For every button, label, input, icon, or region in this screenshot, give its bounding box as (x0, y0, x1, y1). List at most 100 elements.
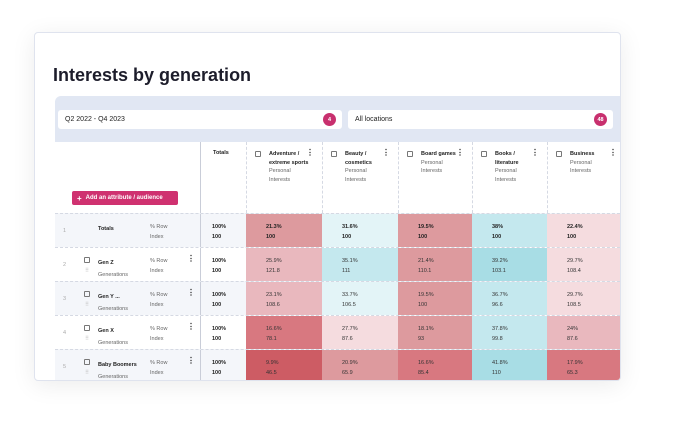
data-cell[interactable]: 16.6% 85.4 (398, 350, 472, 380)
data-cell[interactable]: 33.7% 106.5 (322, 282, 398, 315)
row-name: Gen X (98, 328, 114, 334)
drag-handle-icon[interactable]: ⠿ (85, 336, 90, 342)
column-checkbox[interactable] (255, 151, 261, 157)
metric-row-label: % Row (150, 292, 168, 298)
data-cell[interactable]: 27.7% 87.6 (322, 316, 398, 349)
column-checkbox[interactable] (331, 151, 337, 157)
column-name: Books / (495, 151, 515, 157)
row-percent: 9.9% (266, 360, 279, 366)
index-value: 85.4 (418, 370, 429, 376)
data-cell[interactable]: 21.4% 110.1 (398, 248, 472, 281)
column-checkbox[interactable] (556, 151, 562, 157)
more-options-icon[interactable]: ⋮ (187, 288, 195, 297)
row-percent: 39.2% (492, 258, 508, 264)
index-value: 65.3 (567, 370, 578, 376)
drag-handle-icon[interactable]: ⠿ (85, 268, 90, 274)
divider (200, 350, 201, 380)
table-row: 5 ⠿ ⋮ Baby Boomers Generations % Row Index … (55, 349, 620, 380)
more-options-icon[interactable]: ⋮ (187, 254, 195, 263)
data-cell[interactable]: 18.1% 93 (398, 316, 472, 349)
metric-row-label: % Row (150, 360, 168, 366)
data-cell[interactable]: 29.7% 108.5 (547, 282, 620, 315)
data-cell[interactable]: 16.6% 78.1 (246, 316, 322, 349)
more-options-icon[interactable]: ⋮ (531, 148, 539, 157)
data-cell[interactable]: 41.8% 110 (472, 350, 547, 380)
column-name-line2: literature (495, 159, 519, 166)
row-checkbox[interactable] (84, 291, 90, 297)
column-name-line2: cosmetics (345, 159, 372, 166)
metric-index-label: Index (150, 370, 164, 376)
date-filter[interactable]: Q2 2022 - Q4 2023 4 (58, 110, 342, 129)
row-percent: 36.7% (492, 292, 508, 298)
index-value: 96.6 (492, 302, 503, 308)
data-cell[interactable]: 22.4% 100 (547, 214, 620, 247)
row-percent: 31.6% (342, 224, 358, 230)
index-value: 65.9 (342, 370, 353, 376)
drag-handle-icon[interactable]: ⠿ (85, 302, 90, 308)
column-header: ⋮ Beauty / cosmetics Personal Interests (322, 142, 398, 213)
row-checkbox[interactable] (84, 325, 90, 331)
totals-cell: 100% 100 (212, 224, 227, 240)
row-category: Generations (98, 306, 128, 312)
index-value: 99.8 (492, 336, 503, 342)
column-checkbox[interactable] (407, 151, 413, 157)
data-cell[interactable]: 25.9% 121.8 (246, 248, 322, 281)
data-cell[interactable]: 35.1% 111 (322, 248, 398, 281)
row-checkbox[interactable] (84, 257, 90, 263)
totals-header: Totals (200, 142, 246, 213)
totals-cell: 100% 100 (212, 360, 227, 376)
row-percent: 19.5% (418, 292, 434, 298)
data-cell[interactable]: 39.2% 103.1 (472, 248, 547, 281)
divider (200, 248, 201, 281)
data-cell[interactable]: 29.7% 108.4 (547, 248, 620, 281)
data-cell[interactable]: 20.9% 65.9 (322, 350, 398, 380)
more-options-icon[interactable]: ⋮ (187, 322, 195, 331)
metric-index-label: Index (150, 268, 164, 274)
data-cell[interactable]: 37.8% 99.8 (472, 316, 547, 349)
column-category: Personal (421, 159, 443, 166)
row-number: 1 (63, 228, 67, 234)
data-cell[interactable]: 38% 100 (472, 214, 547, 247)
row-name: Totals (98, 226, 114, 232)
row-checkbox[interactable] (84, 359, 90, 365)
column-checkbox[interactable] (481, 151, 487, 157)
index-value: 110.1 (418, 268, 432, 274)
data-cell[interactable]: 21.3% 100 (246, 214, 322, 247)
totals-cell: 100% 100 (212, 258, 227, 274)
data-cell[interactable]: 36.7% 96.6 (472, 282, 547, 315)
row-percent: 24% (567, 326, 579, 332)
data-cell[interactable]: 23.1% 108.6 (246, 282, 322, 315)
add-attribute-button[interactable]: + Add an attribute / audience (72, 191, 178, 205)
data-cell[interactable]: 24% 87.6 (547, 316, 620, 349)
data-cell[interactable]: 19.5% 100 (398, 282, 472, 315)
table-row: 4 ⠿ ⋮ Gen X Generations % Row Index 100% 100… (55, 315, 620, 349)
more-options-icon[interactable]: ⋮ (382, 148, 390, 157)
more-options-icon[interactable]: ⋮ (187, 356, 195, 365)
location-filter[interactable]: All locations 48 (348, 110, 613, 129)
row-name: Baby Boomers (98, 362, 137, 368)
data-cell[interactable]: 31.6% 100 (322, 214, 398, 247)
index-value: 100 (492, 234, 502, 240)
data-cell[interactable]: 9.9% 46.5 (246, 350, 322, 380)
row-percent: 16.6% (266, 326, 282, 332)
data-cell[interactable]: 19.5% 100 (398, 214, 472, 247)
row-percent: 21.4% (418, 258, 434, 264)
row-percent: 29.7% (567, 258, 583, 264)
index-value: 100 (342, 234, 352, 240)
more-options-icon[interactable]: ⋮ (456, 148, 464, 157)
row-header-corner: + Add an attribute / audience (55, 142, 200, 213)
crosstab-grid: + Add an attribute / audience Totals ⋮ Ad… (55, 142, 620, 380)
totals-cell: 100% 100 (212, 326, 227, 342)
row-name: Gen Y ... (98, 294, 120, 300)
row-percent: 41.8% (492, 360, 508, 366)
row-percent: 20.9% (342, 360, 358, 366)
more-options-icon[interactable]: ⋮ (609, 148, 617, 157)
metric-row-label: % Row (150, 224, 168, 230)
more-options-icon[interactable]: ⋮ (306, 148, 314, 157)
data-cell[interactable]: 17.9% 65.3 (547, 350, 620, 380)
column-category: Personal (269, 168, 291, 174)
drag-handle-icon[interactable]: ⠿ (85, 370, 90, 376)
row-percent: 22.4% (567, 224, 583, 230)
metric-row-label: % Row (150, 258, 168, 264)
row-category: Generations (98, 272, 128, 278)
